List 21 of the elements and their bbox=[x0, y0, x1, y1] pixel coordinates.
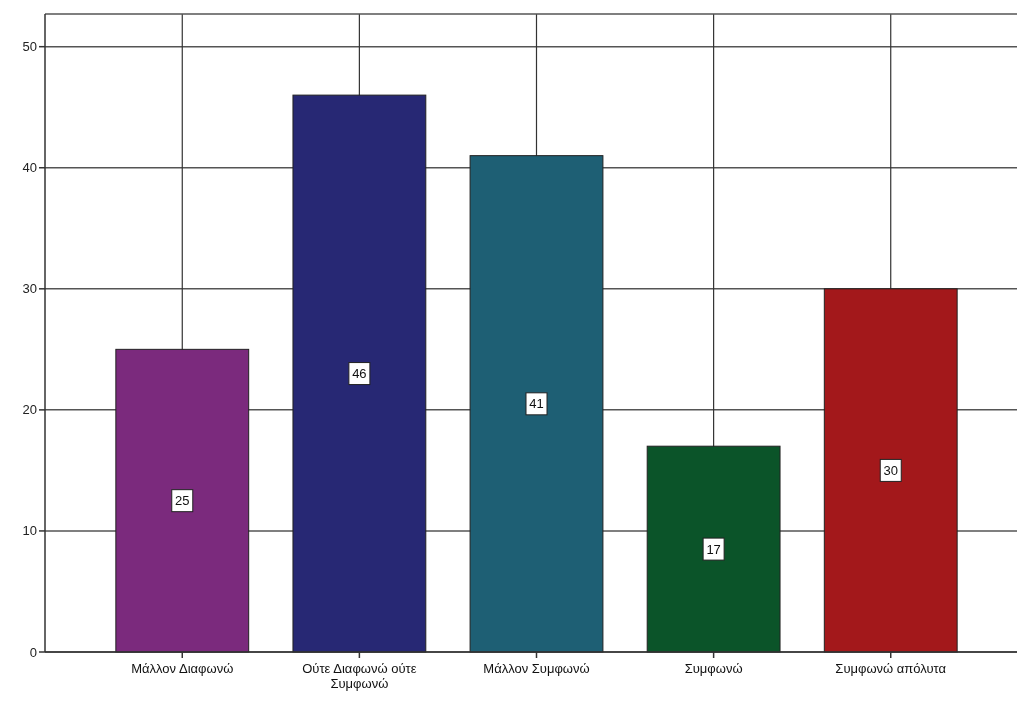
x-tick-label: Μάλλον Συμφωνώ bbox=[483, 661, 590, 676]
x-tick-label: Συμφωνώ bbox=[684, 661, 743, 676]
y-tick-label: 0 bbox=[29, 644, 37, 660]
y-tick-label: 20 bbox=[22, 402, 37, 418]
bar bbox=[646, 445, 781, 653]
data-label: 17 bbox=[706, 541, 721, 557]
data-label: 41 bbox=[529, 396, 544, 412]
y-tick-label: 50 bbox=[22, 39, 37, 55]
bar bbox=[823, 288, 958, 653]
y-tick-label: 30 bbox=[22, 281, 37, 297]
y-tick-label: 10 bbox=[22, 523, 37, 539]
bar bbox=[292, 94, 427, 653]
data-label: 30 bbox=[883, 462, 898, 478]
x-tick-label: Μάλλον Διαφωνώ bbox=[131, 661, 234, 676]
data-label: 46 bbox=[352, 366, 367, 382]
bar bbox=[469, 155, 604, 653]
x-tick-label: Ούτε Διαφωνώ ούτε Συμφωνώ bbox=[302, 661, 417, 691]
y-tick-label: 40 bbox=[22, 160, 37, 176]
x-tick-label: Συμφωνώ απόλυτα bbox=[835, 661, 947, 676]
data-label: 25 bbox=[175, 493, 190, 509]
bar bbox=[115, 348, 250, 653]
